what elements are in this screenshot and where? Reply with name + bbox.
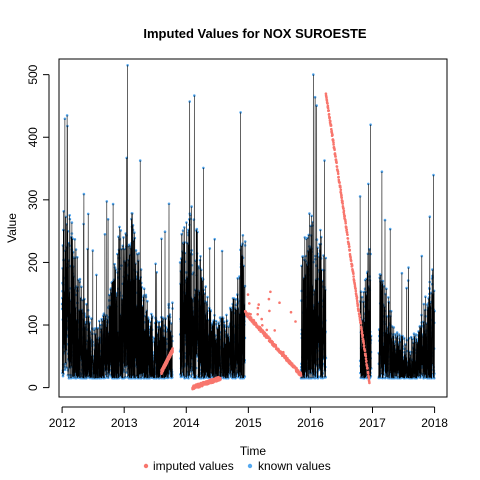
x-axis: 2012 2013 2014 2015 2016 2017 2018: [49, 406, 448, 430]
y-axis-label: Value: [5, 213, 19, 243]
y-tick-label: 200: [26, 252, 40, 272]
imputed-segment: [324, 92, 371, 385]
series-layer: [60, 64, 436, 391]
y-tick-label: 100: [26, 315, 40, 335]
y-tick-label: 0: [26, 384, 40, 391]
imputed-segment: [160, 347, 174, 375]
known-block-line: [359, 124, 372, 379]
x-tick-label: 2016: [297, 416, 324, 430]
chart-title: Imputed Values for NOX SUROESTE: [143, 26, 367, 41]
legend-imputed-label: imputed values: [153, 459, 234, 473]
x-tick-label: 2012: [49, 416, 76, 430]
known-block-line: [179, 95, 246, 379]
imputed-values-series: [160, 92, 371, 391]
known-block-line: [300, 74, 327, 379]
imputed-segment: [191, 375, 222, 391]
x-tick-label: 2018: [421, 416, 448, 430]
x-axis-label: Time: [240, 444, 267, 458]
imputed-segment: [243, 290, 303, 377]
legend: imputed values known values: [143, 459, 331, 473]
legend-known-marker: [247, 463, 253, 469]
known-block-line: [378, 171, 435, 379]
series-connecting-lines: [61, 65, 435, 380]
plot-area: [60, 64, 436, 391]
x-tick-label: 2013: [111, 416, 138, 430]
y-tick-label: 500: [26, 64, 40, 84]
y-axis: 0 100 200 300 400 500: [26, 64, 50, 391]
x-tick-label: 2017: [359, 416, 386, 430]
x-tick-label: 2015: [235, 416, 262, 430]
known-block-line: [61, 65, 173, 380]
y-tick-label: 300: [26, 190, 40, 210]
y-tick-label: 400: [26, 127, 40, 147]
x-tick-label: 2014: [173, 416, 200, 430]
legend-known-label: known values: [258, 459, 331, 473]
legend-imputed-marker: [143, 463, 149, 469]
plot-frame: [58, 58, 448, 398]
